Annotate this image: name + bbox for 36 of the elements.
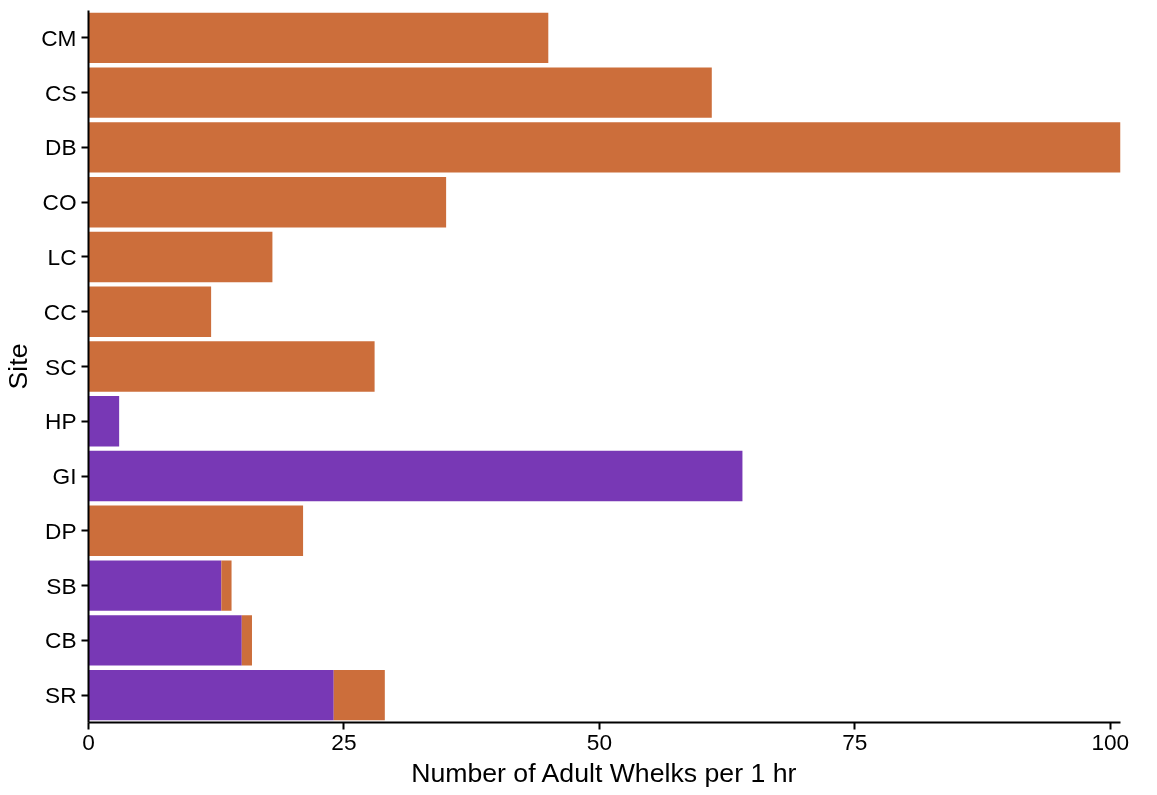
y-axis-title: Site <box>3 343 34 390</box>
bar <box>88 122 1121 173</box>
bar <box>88 396 120 447</box>
y-tick-label: SR <box>45 682 77 709</box>
bar <box>88 177 447 228</box>
y-tick-label: CS <box>45 79 77 106</box>
bar <box>88 615 242 666</box>
y-tick-label: LC <box>47 243 77 270</box>
x-axis-title: Number of Adult Whelks per 1 hr <box>411 757 797 788</box>
bar <box>333 669 385 721</box>
bar <box>88 231 273 283</box>
x-tick-label: 0 <box>82 728 95 755</box>
y-tick-label: SC <box>45 353 77 380</box>
bar <box>88 67 712 118</box>
y-tick-label: CC <box>43 298 77 325</box>
x-tick-label: 75 <box>842 728 868 755</box>
x-tick-label: 25 <box>331 728 357 755</box>
bar <box>88 450 743 502</box>
bar <box>88 669 334 721</box>
bar <box>88 286 212 337</box>
y-tick-label: SB <box>46 572 77 599</box>
bar <box>88 560 222 611</box>
bar <box>241 615 252 666</box>
x-tick-label: 50 <box>586 728 612 755</box>
bar <box>221 560 232 611</box>
y-tick-label: DB <box>45 134 77 161</box>
y-tick-label: CO <box>42 189 77 216</box>
bar <box>88 505 304 556</box>
y-tick-label: CM <box>41 24 77 51</box>
y-tick-label: CB <box>45 627 77 654</box>
y-tick-label: DP <box>45 517 77 544</box>
y-tick-label: GI <box>52 463 77 490</box>
y-tick-label: HP <box>45 408 77 435</box>
bar <box>88 12 549 64</box>
x-tick-label: 100 <box>1091 728 1130 755</box>
bar <box>88 341 375 392</box>
